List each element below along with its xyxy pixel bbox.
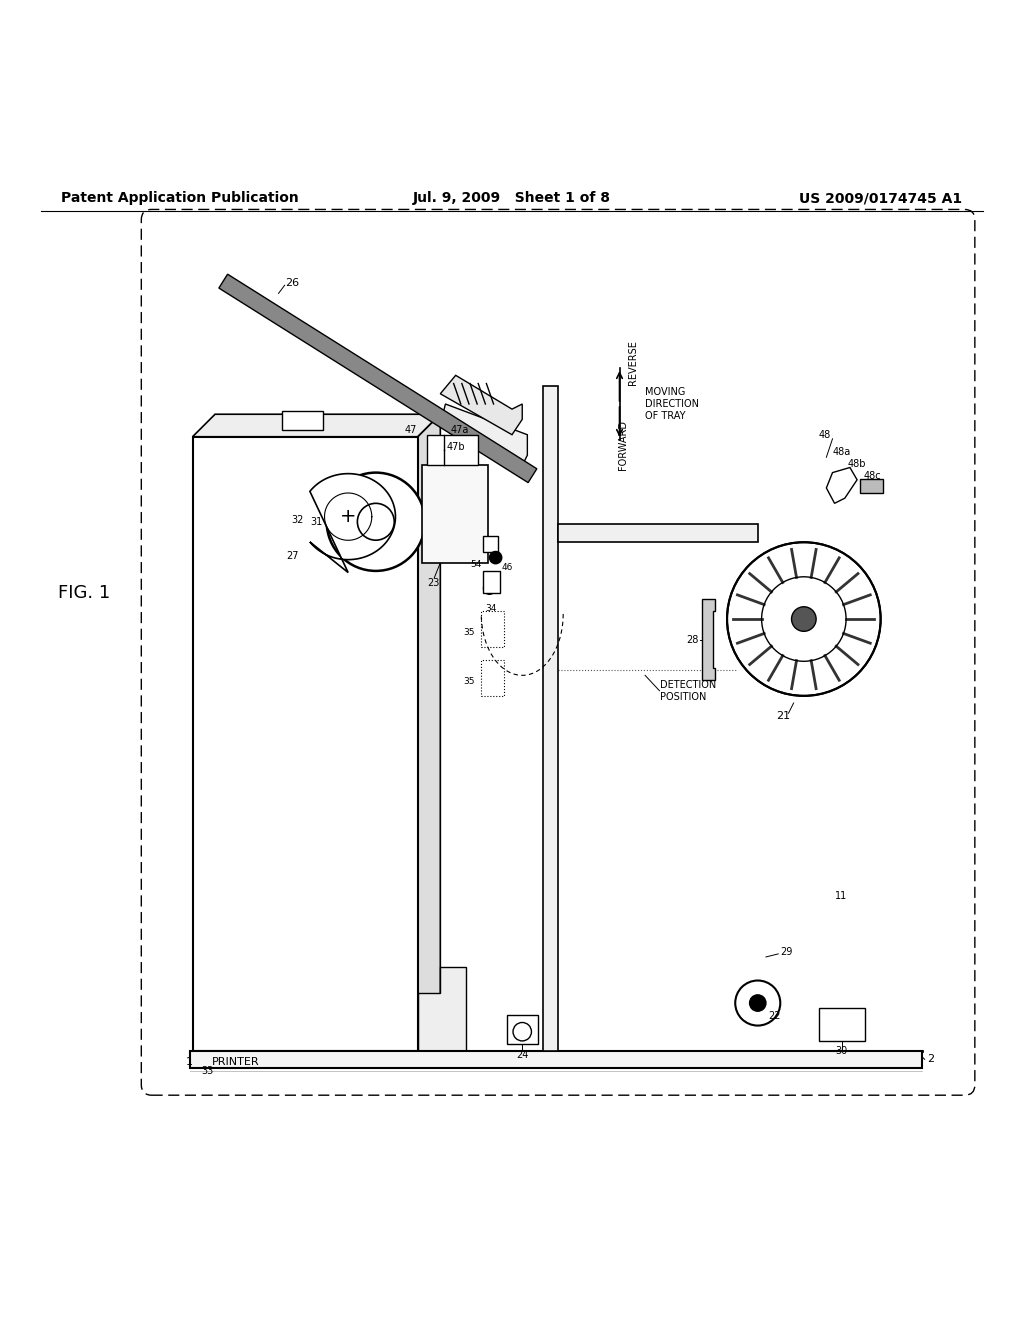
Text: PRINTER: PRINTER: [212, 1057, 260, 1068]
Bar: [558, 524, 758, 543]
Text: REVERSE: REVERSE: [628, 341, 638, 385]
Polygon shape: [418, 968, 466, 1051]
Polygon shape: [219, 275, 537, 483]
Bar: [483, 536, 498, 553]
Bar: [422, 466, 488, 562]
Circle shape: [489, 552, 502, 564]
Polygon shape: [440, 375, 522, 434]
Polygon shape: [418, 414, 440, 1051]
Text: FORWARD: FORWARD: [617, 420, 628, 470]
Text: 30: 30: [836, 1047, 848, 1056]
Text: 48: 48: [818, 430, 830, 440]
Text: +: +: [340, 507, 356, 527]
Text: 47: 47: [404, 425, 417, 434]
Circle shape: [483, 582, 496, 594]
Text: 2: 2: [927, 1055, 934, 1064]
Bar: [819, 1008, 865, 1041]
Text: 31: 31: [310, 516, 323, 527]
Bar: [193, 437, 418, 1051]
Text: 21: 21: [776, 711, 791, 721]
Text: 35: 35: [464, 677, 475, 686]
Circle shape: [727, 543, 881, 696]
Bar: [481, 611, 504, 647]
Text: Patent Application Publication: Patent Application Publication: [61, 191, 299, 205]
Polygon shape: [310, 474, 395, 573]
Polygon shape: [440, 404, 527, 466]
Text: 27: 27: [287, 550, 299, 561]
Polygon shape: [193, 414, 440, 437]
Text: US 2009/0174745 A1: US 2009/0174745 A1: [800, 191, 963, 205]
Circle shape: [792, 607, 816, 631]
Text: 29: 29: [780, 946, 793, 957]
Bar: [483, 572, 500, 594]
Polygon shape: [826, 467, 857, 503]
Text: 24: 24: [516, 1051, 528, 1060]
Text: 22: 22: [768, 1011, 780, 1022]
Text: FIG. 1: FIG. 1: [57, 585, 111, 602]
Text: 47b: 47b: [446, 442, 465, 451]
Text: MOVING
DIRECTION
OF TRAY: MOVING DIRECTION OF TRAY: [645, 387, 699, 421]
Text: 48c: 48c: [863, 471, 881, 480]
Text: 33: 33: [202, 1065, 214, 1076]
Text: 28: 28: [686, 635, 698, 644]
Text: 26: 26: [285, 279, 299, 288]
Text: 1: 1: [185, 1057, 193, 1068]
Text: 23: 23: [427, 578, 439, 589]
Text: 48b: 48b: [848, 459, 866, 470]
Bar: [282, 411, 323, 429]
Bar: [190, 1051, 922, 1068]
Text: DETECTION
POSITION: DETECTION POSITION: [660, 680, 717, 701]
Text: 46: 46: [502, 564, 513, 573]
Text: 54: 54: [470, 560, 481, 569]
Circle shape: [357, 503, 394, 540]
Bar: [427, 434, 478, 466]
Text: 34: 34: [485, 605, 497, 614]
Bar: [481, 660, 504, 696]
Circle shape: [327, 473, 425, 572]
Text: Jul. 9, 2009   Sheet 1 of 8: Jul. 9, 2009 Sheet 1 of 8: [413, 191, 611, 205]
Bar: [507, 1015, 538, 1044]
Polygon shape: [702, 598, 715, 681]
Text: 35: 35: [464, 628, 475, 636]
Text: 32: 32: [291, 515, 303, 525]
Polygon shape: [246, 886, 418, 1051]
Bar: [543, 385, 558, 1051]
Text: 48a: 48a: [833, 447, 851, 457]
Bar: [860, 479, 883, 494]
Circle shape: [750, 995, 766, 1011]
Text: 47a: 47a: [451, 425, 469, 434]
Circle shape: [735, 981, 780, 1026]
Text: 11: 11: [835, 891, 847, 900]
Circle shape: [513, 1023, 531, 1041]
